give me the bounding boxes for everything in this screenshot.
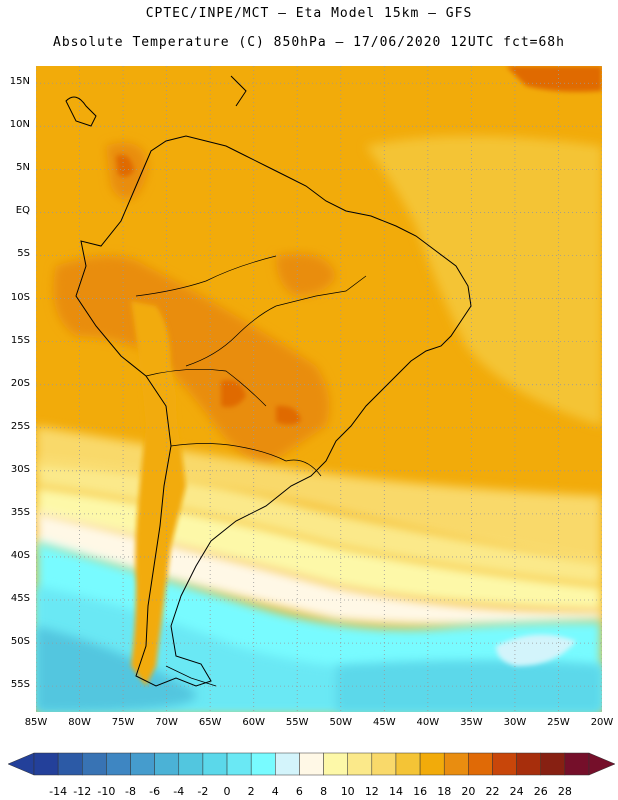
- colorbar-swatch: [250, 752, 276, 776]
- colorbar-label: 12: [364, 785, 379, 798]
- temperature-field: [36, 66, 602, 712]
- colorbar-label: 4: [271, 785, 279, 798]
- colorbar-label: 20: [461, 785, 476, 798]
- colorbar-swatch: [178, 752, 204, 776]
- colorbar-label: -10: [97, 785, 116, 798]
- latitude-label: 45S: [10, 593, 30, 605]
- longitude-label: 75W: [111, 717, 135, 728]
- latitude-label: 20S: [10, 377, 30, 389]
- colorbar-label: 0: [223, 785, 231, 798]
- latitude-label: 35S: [10, 506, 30, 518]
- colorbar-swatch: [299, 752, 324, 776]
- colorbar-label: 28: [557, 785, 572, 798]
- longitude-label: 65W: [198, 717, 222, 728]
- color-scale-bar: [7, 752, 616, 776]
- longitude-label: 20W: [590, 717, 614, 728]
- longitude-label: 40W: [416, 717, 440, 728]
- colorbar-swatch: [492, 752, 517, 776]
- colorbar-label: 14: [388, 785, 403, 798]
- colorbar-swatch: [468, 752, 493, 776]
- colorbar-label: 2: [247, 785, 255, 798]
- colorbar-swatch: [57, 752, 83, 776]
- colorbar-label: 6: [295, 785, 303, 798]
- colorbar-swatch: [371, 752, 397, 776]
- longitude-label: 25W: [547, 717, 570, 728]
- longitude-label: 55W: [285, 717, 309, 728]
- colorbar-label: -14: [49, 785, 68, 798]
- map-title-line-1: CPTEC/INPE/MCT – Eta Model 15km – GFS: [145, 6, 473, 21]
- latitude-label: 15S: [10, 334, 30, 346]
- map-title-line-2: Absolute Temperature (C) 850hPa – 17/06/…: [53, 35, 565, 50]
- map-canvas: [36, 66, 602, 712]
- colorbar-swatch: [106, 752, 131, 776]
- latitude-label: 10S: [10, 291, 30, 303]
- colorbar-swatch: [516, 752, 541, 776]
- colorbar-label: -8: [125, 785, 136, 798]
- colorbar-swatch: [347, 752, 373, 776]
- latitude-label: 5S: [17, 248, 30, 260]
- colorbar-label: 26: [533, 785, 548, 798]
- colorbar-min-arrow: [7, 752, 35, 776]
- colorbar-label: 22: [485, 785, 500, 798]
- longitude-label: 45W: [372, 717, 396, 728]
- colorbar-label: -6: [149, 785, 161, 798]
- latitude-label: 10N: [9, 119, 30, 131]
- colorbar-swatch: [33, 752, 59, 776]
- latitude-label: 55S: [10, 679, 30, 691]
- colorbar-label: -2: [197, 785, 209, 798]
- colorbar-label: 8: [320, 785, 328, 798]
- colorbar-swatch: [419, 752, 445, 776]
- longitude-label: 80W: [68, 717, 91, 728]
- colorbar-label: 16: [413, 785, 428, 798]
- colorbar-swatch: [82, 752, 107, 776]
- longitude-label: 85W: [24, 717, 48, 728]
- latitude-label: 30S: [10, 463, 30, 475]
- colorbar-label: 10: [340, 785, 355, 798]
- latitude-label: 40S: [10, 549, 30, 561]
- colorbar-swatch: [202, 752, 228, 776]
- longitude-label: 30W: [503, 717, 527, 728]
- latitude-label: 15N: [9, 76, 30, 88]
- colorbar-swatch: [323, 752, 348, 776]
- colorbar-swatch: [275, 752, 300, 776]
- colorbar-label: 24: [509, 785, 524, 798]
- colorbar-label: -4: [173, 785, 185, 798]
- colorbar-max-arrow: [588, 752, 616, 776]
- colorbar-swatch: [564, 752, 590, 776]
- country-borders: [135, 255, 367, 477]
- latitude-label: 25S: [10, 420, 30, 432]
- colorbar-swatch: [395, 752, 421, 776]
- colorbar-label: -12: [73, 785, 92, 798]
- colorbar-swatch: [540, 752, 566, 776]
- colorbar-swatch: [154, 752, 180, 776]
- colorbar-swatch: [443, 752, 469, 776]
- colorbar-swatch: [226, 752, 252, 776]
- latitude-label: 5N: [16, 162, 30, 174]
- latitude-label: 50S: [10, 636, 30, 648]
- longitude-label: 35W: [460, 717, 483, 728]
- colorbar-label: 18: [437, 785, 452, 798]
- colorbar-swatch: [130, 752, 155, 776]
- temperature-map: [36, 66, 602, 712]
- longitude-label: 70W: [155, 717, 178, 728]
- longitude-label: 50W: [329, 717, 353, 728]
- latitude-label: EQ: [15, 205, 30, 217]
- longitude-label: 60W: [242, 717, 265, 728]
